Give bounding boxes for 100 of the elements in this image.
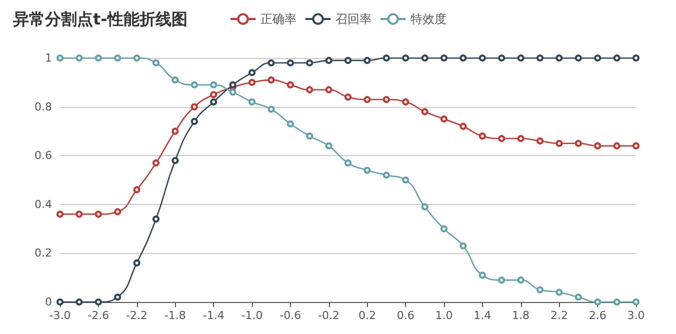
point: [536, 54, 544, 62]
point: [133, 54, 140, 62]
x-tick-label: -0.2: [318, 309, 340, 322]
point: [440, 116, 448, 122]
x-tick-label: -0.6: [280, 309, 302, 322]
point: [536, 286, 544, 294]
point: [478, 54, 486, 62]
point: [76, 210, 83, 218]
point: [574, 54, 582, 62]
x-tick-label: -1.0: [241, 309, 263, 322]
point: [268, 76, 275, 84]
point: [574, 140, 582, 147]
x-tick-label: 0.6: [396, 309, 414, 322]
point: [229, 88, 236, 96]
point: [536, 137, 544, 144]
point: [402, 54, 410, 62]
point: [498, 276, 506, 284]
point: [382, 54, 390, 62]
point: [344, 159, 352, 166]
y-tick-label: 0.2: [34, 246, 52, 260]
point: [364, 96, 371, 103]
point: [613, 54, 620, 62]
x-tick-label: -1.4: [202, 309, 224, 322]
point: [190, 81, 198, 88]
point: [133, 186, 140, 194]
x-tick-label: -2.2: [126, 309, 148, 322]
point: [498, 135, 506, 142]
point: [421, 54, 428, 62]
chart-title: 异常分割点t-性能折线图: [12, 10, 188, 28]
point: [556, 140, 563, 147]
x-tick-label: -1.8: [164, 309, 186, 322]
point: [248, 69, 256, 76]
point: [229, 81, 236, 88]
point: [632, 142, 640, 150]
legend-label: 特效度: [410, 12, 446, 26]
y-tick-label: 0.4: [34, 198, 52, 211]
point: [152, 59, 160, 66]
point: [325, 86, 332, 94]
legend-label: 正确率: [260, 12, 296, 26]
point: [364, 56, 371, 64]
point: [517, 54, 524, 62]
point: [460, 54, 467, 62]
x-tick-label: 0.2: [358, 309, 376, 322]
point: [382, 96, 390, 103]
point: [517, 276, 524, 284]
point: [421, 203, 428, 210]
point: [56, 54, 64, 62]
point: [556, 288, 563, 296]
point: [268, 106, 275, 113]
point: [421, 108, 428, 116]
point: [556, 54, 563, 62]
point: [306, 59, 314, 66]
y-tick-label: 0: [45, 296, 52, 308]
point: [94, 298, 102, 306]
point: [632, 54, 640, 62]
point: [94, 210, 102, 218]
point: [114, 294, 122, 301]
point: [190, 103, 198, 110]
point: [152, 159, 160, 166]
x-tick-label: 2.2: [550, 309, 568, 322]
point: [268, 59, 275, 66]
point: [114, 54, 122, 62]
point: [460, 242, 467, 250]
point: [286, 120, 294, 128]
point: [440, 54, 448, 62]
point: [402, 176, 410, 184]
point: [325, 142, 332, 150]
point: [306, 86, 314, 94]
point: [286, 59, 294, 66]
point: [344, 94, 352, 101]
x-tick-label: 1.8: [512, 309, 530, 322]
point: [76, 298, 83, 306]
point: [114, 208, 122, 216]
y-tick-label: 1: [45, 52, 52, 64]
point: [76, 54, 83, 62]
point: [306, 132, 314, 140]
point: [594, 54, 602, 62]
point: [478, 272, 486, 279]
point: [286, 81, 294, 88]
x-tick-label: 3.0: [627, 309, 645, 322]
point: [210, 91, 218, 98]
point: [364, 166, 371, 174]
point: [478, 132, 486, 140]
point: [382, 172, 390, 179]
x-tick-label: 1.0: [435, 309, 453, 322]
x-tick-label: -2.6: [88, 309, 110, 322]
point: [613, 298, 620, 306]
point: [152, 216, 160, 223]
point: [325, 56, 332, 64]
point: [402, 98, 410, 106]
point: [172, 156, 179, 164]
point: [440, 225, 448, 232]
y-tick-label: 0.6: [34, 149, 52, 162]
point: [94, 54, 102, 62]
point: [248, 98, 256, 106]
point: [248, 78, 256, 86]
legend-label: 召回率: [336, 12, 372, 26]
point: [210, 98, 218, 106]
point: [460, 122, 467, 130]
point: [594, 142, 602, 150]
